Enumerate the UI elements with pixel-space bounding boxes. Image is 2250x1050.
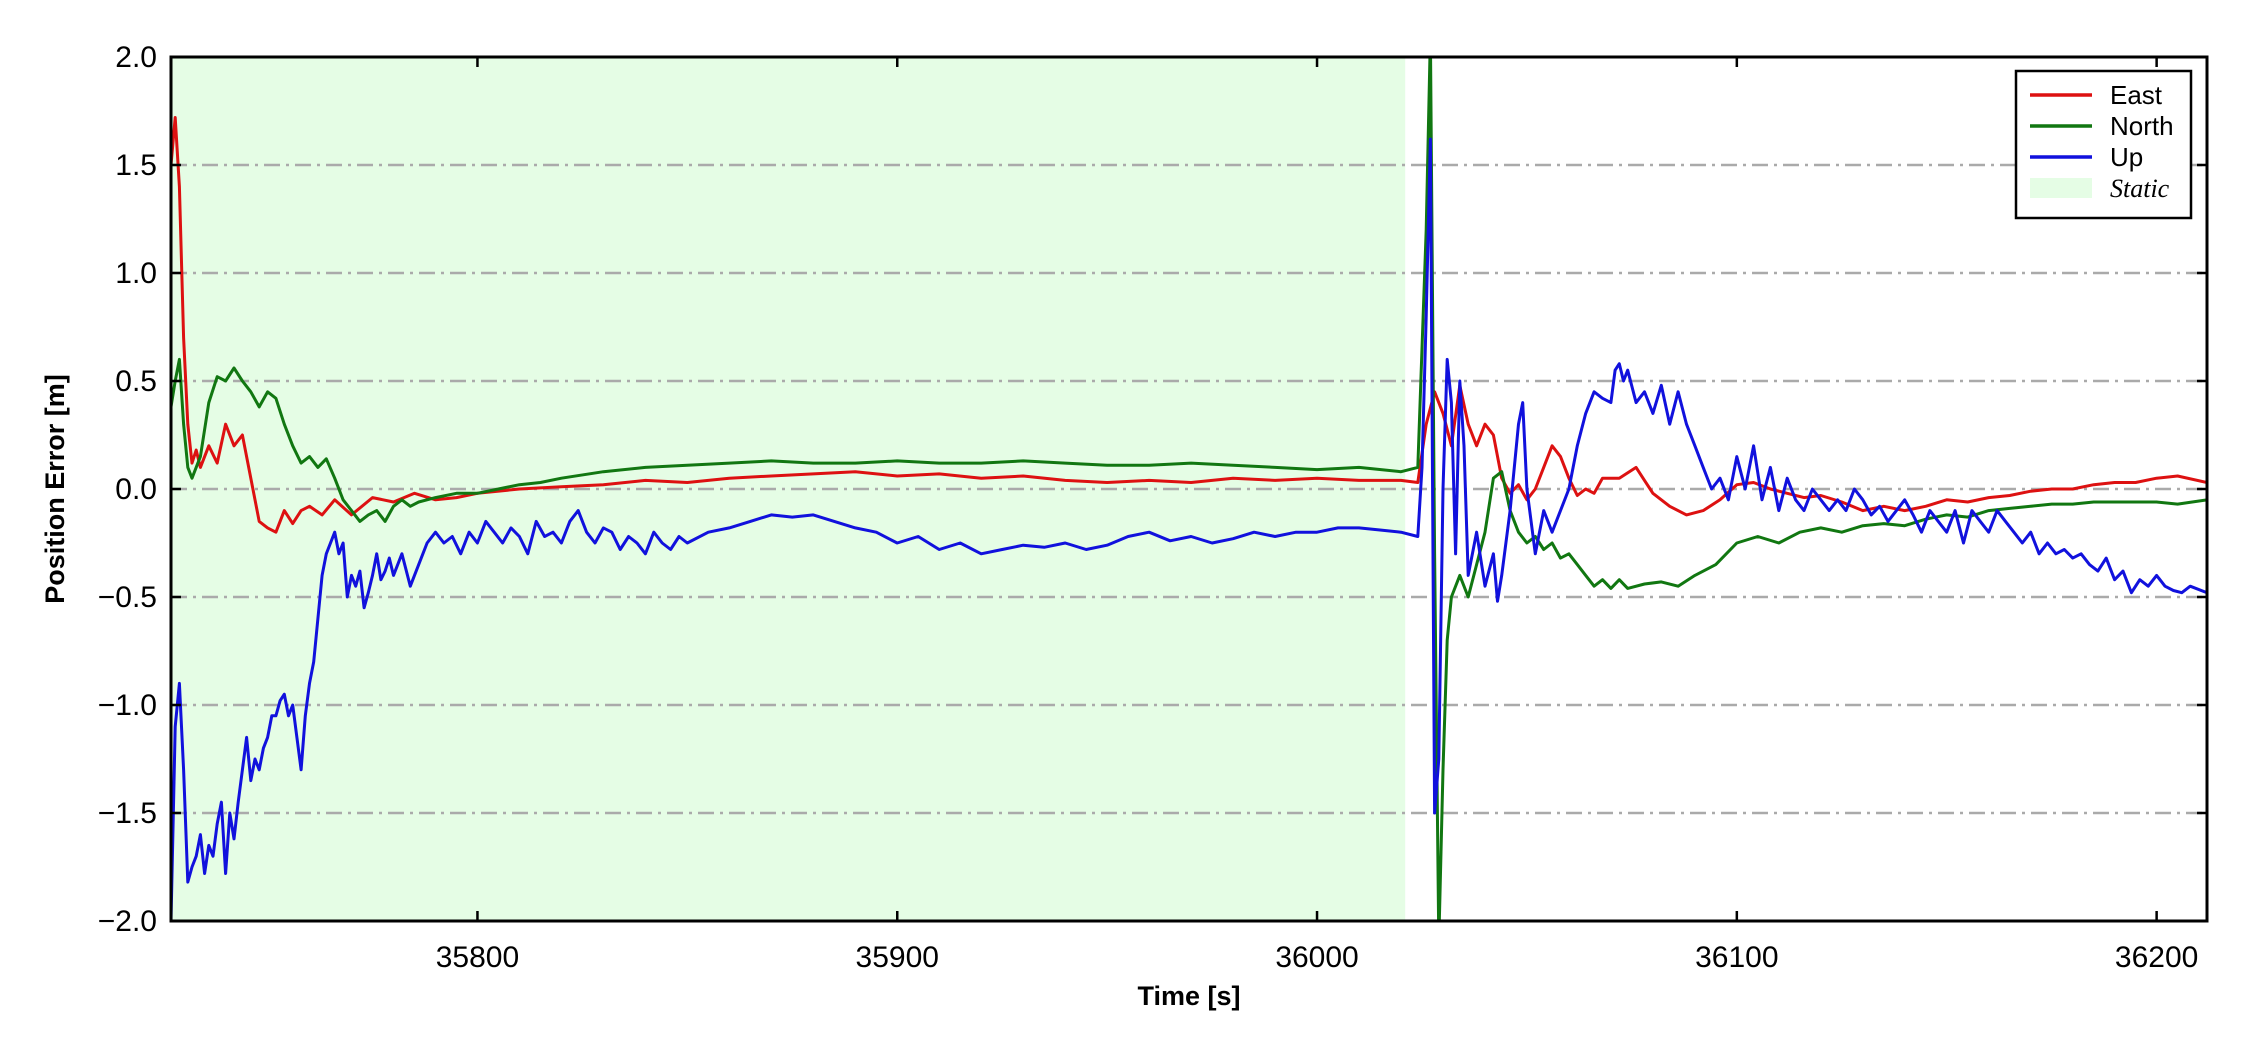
y-tick-label: 0.0 — [115, 473, 157, 506]
y-axis-title: Position Error [m] — [40, 374, 70, 604]
x-axis-title: Time [s] — [1137, 981, 1240, 1011]
y-tick-label: −0.5 — [98, 581, 157, 614]
axis-ticks: 35800 35900 36000 36100 36200 −2.0 −1.5 −1.0 −0.… — [98, 41, 2207, 974]
legend-swatch-static — [2030, 178, 2092, 198]
y-tick-label: −1.0 — [98, 689, 157, 722]
y-tick-label: 1.0 — [115, 257, 157, 290]
x-tick-label: 36000 — [1275, 941, 1358, 974]
y-tick-label: 1.5 — [115, 149, 157, 182]
legend-label-east: East — [2110, 80, 2163, 110]
series-lines — [171, 57, 2207, 921]
legend-label-north: North — [2110, 111, 2174, 141]
x-tick-label: 36200 — [2115, 941, 2198, 974]
y-tick-label: 0.5 — [115, 365, 157, 398]
legend-label-up: Up — [2110, 142, 2143, 172]
y-tick-label: 2.0 — [115, 41, 157, 74]
legend: East North Up Static — [2014, 69, 2193, 220]
x-tick-label: 35900 — [856, 941, 939, 974]
legend-label-static: Static — [2110, 174, 2170, 203]
x-tick-label: 35800 — [436, 941, 519, 974]
grid-lines — [171, 163, 2207, 815]
y-tick-label: −2.0 — [98, 905, 157, 938]
series-line-east — [171, 116, 2207, 534]
y-tick-label: −1.5 — [98, 797, 157, 830]
series-line-up — [171, 137, 2207, 921]
series-line-north — [171, 57, 2207, 921]
x-tick-label: 36100 — [1695, 941, 1778, 974]
static-region — [171, 57, 1406, 921]
